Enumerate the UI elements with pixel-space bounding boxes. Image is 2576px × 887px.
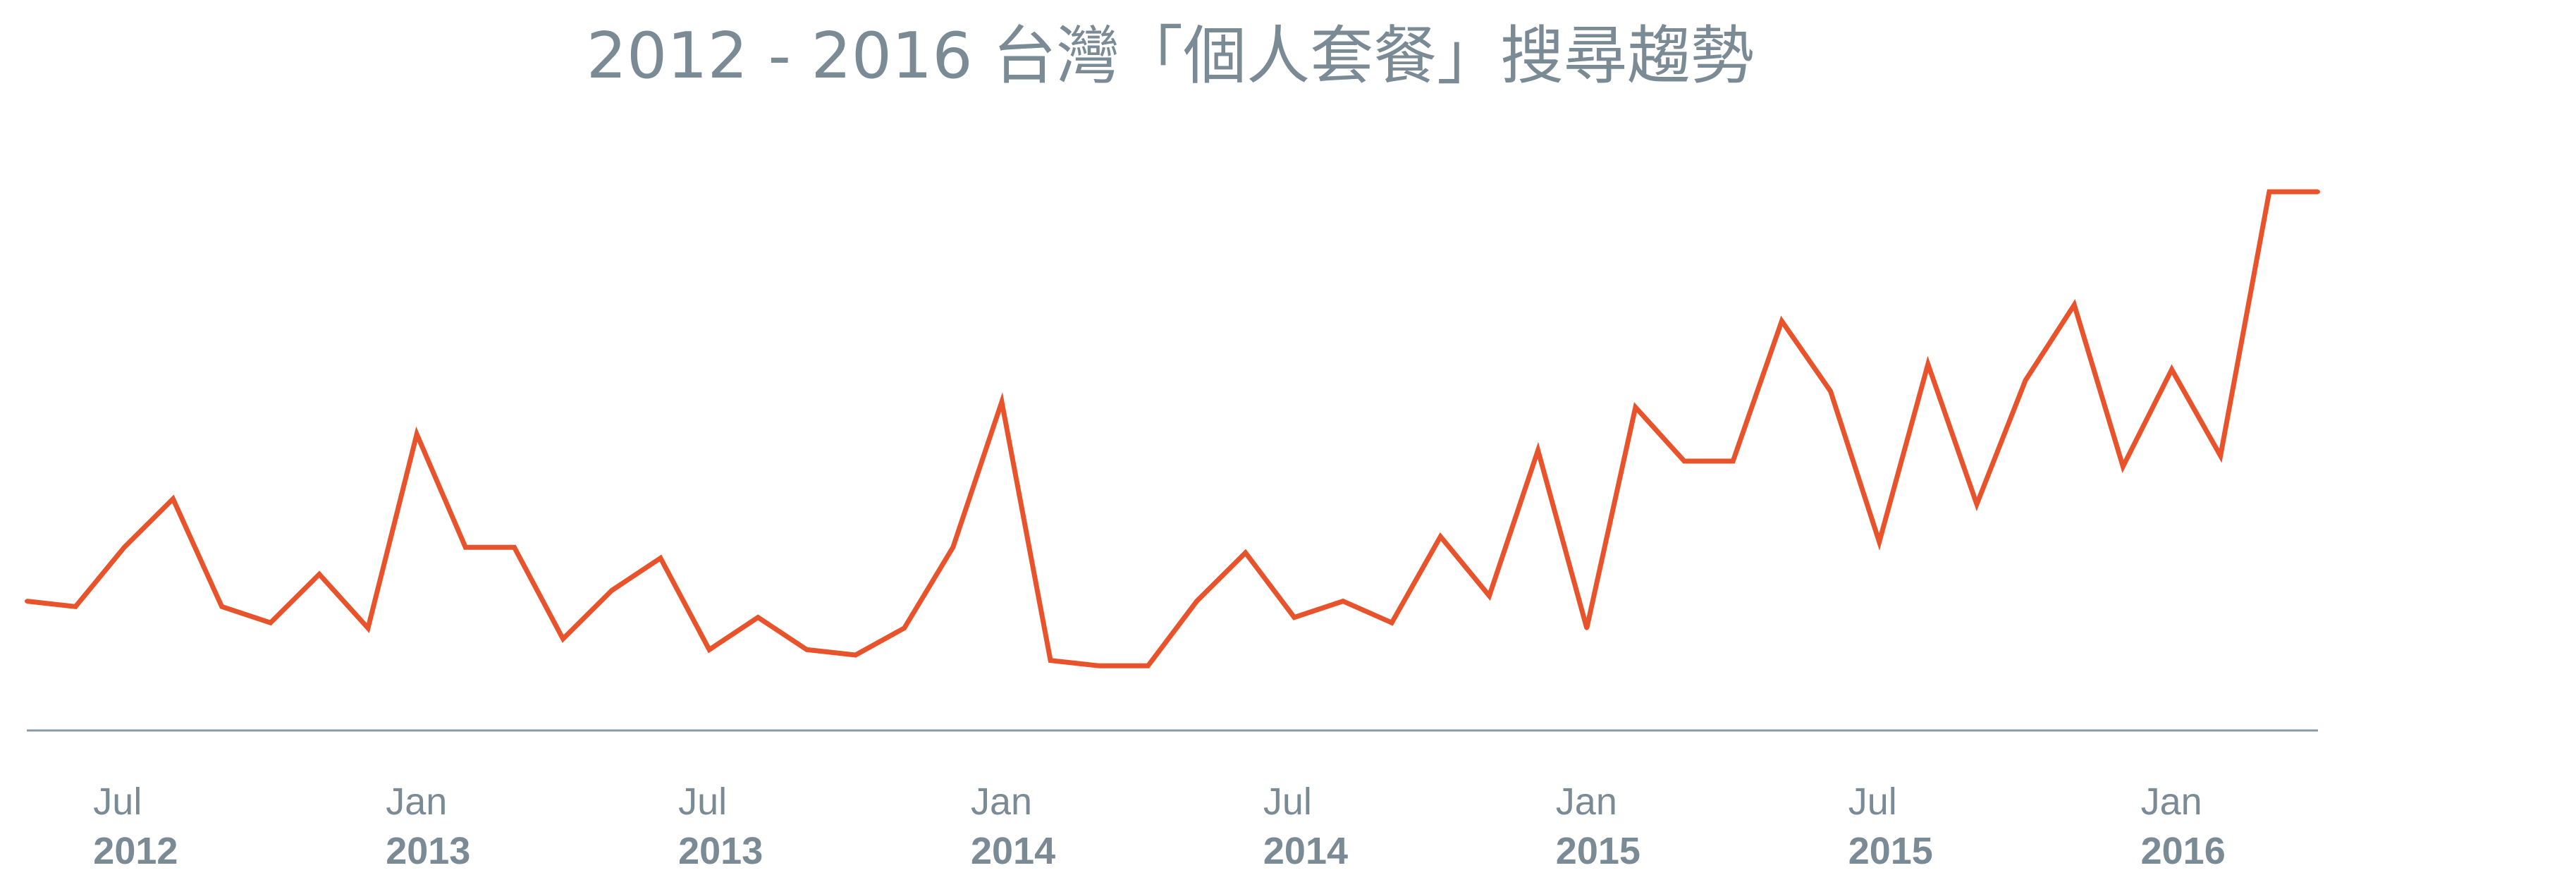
data-point [1487, 594, 1492, 598]
data-point [1779, 319, 1784, 324]
data-point [2023, 378, 2028, 383]
data-point [1925, 362, 1930, 367]
data-point [2218, 453, 2223, 458]
data-point [1877, 539, 1882, 544]
data-point [366, 625, 370, 630]
tick-label-month: Jan [2141, 781, 2202, 823]
tick-label-month: Jul [1263, 781, 1312, 823]
data-point [1731, 459, 1736, 463]
data-points [25, 190, 2320, 668]
data-point [512, 545, 517, 550]
data-point [1194, 599, 1199, 604]
data-point [950, 545, 955, 550]
data-point [1341, 599, 1345, 604]
data-point [1438, 534, 1443, 539]
data-point [609, 588, 614, 593]
data-point [25, 599, 29, 604]
tick-label-month: Jul [678, 781, 727, 823]
data-point [1243, 550, 1248, 555]
tick-label-year: 2014 [1263, 830, 1348, 872]
tick-label-year: 2014 [971, 830, 1055, 872]
data-point [658, 556, 663, 561]
tick-label-month: Jan [1556, 781, 1617, 823]
tick-label-year: 2016 [2141, 830, 2226, 872]
tick-label-year: 2015 [1556, 830, 1640, 872]
data-point [1535, 448, 1540, 453]
data-point [2121, 464, 2126, 469]
data-point [1828, 389, 1833, 393]
data-point [1097, 663, 1102, 668]
data-point [122, 545, 127, 550]
data-point [415, 432, 419, 436]
tick-label-year: 2012 [93, 830, 178, 872]
tick-label-month: Jul [93, 781, 142, 823]
data-point [171, 496, 176, 501]
tick-label-month: Jul [1848, 781, 1897, 823]
data-point [853, 653, 858, 657]
data-point [902, 625, 907, 630]
data-point [2267, 190, 2271, 194]
data-point [1292, 615, 1296, 620]
data-point [268, 620, 273, 625]
series-line [26, 189, 2318, 668]
tick-label-year: 2015 [1848, 830, 1933, 872]
tick-label-year: 2013 [386, 830, 470, 872]
data-point [1390, 620, 1394, 625]
data-point [1633, 405, 1638, 410]
data-point [1682, 459, 1687, 463]
data-point [317, 572, 321, 577]
x-axis-ticks: Jul 2012 Jan 2013 Jul 2013 Jan 2014 Jul 2014 Jan 20… [93, 781, 2225, 872]
data-point [2072, 302, 2077, 307]
tick-label-month: Jan [386, 781, 447, 823]
data-point [1048, 658, 1053, 663]
data-point [463, 545, 468, 550]
data-point [219, 604, 224, 609]
data-point [2316, 190, 2320, 194]
data-point [804, 647, 809, 652]
tick-label-month: Jan [971, 781, 1032, 823]
data-point [1975, 502, 1979, 507]
data-point [1000, 400, 1004, 404]
data-point [756, 615, 761, 620]
data-point [73, 604, 78, 609]
data-point [1584, 625, 1589, 630]
data-point [2169, 367, 2174, 372]
tick-label-year: 2013 [678, 830, 763, 872]
data-point [707, 647, 712, 652]
data-point [1146, 663, 1151, 668]
chart-title: 2012 - 2016 台灣「個人套餐」搜尋趨勢 [587, 19, 1754, 93]
data-point [560, 637, 565, 642]
